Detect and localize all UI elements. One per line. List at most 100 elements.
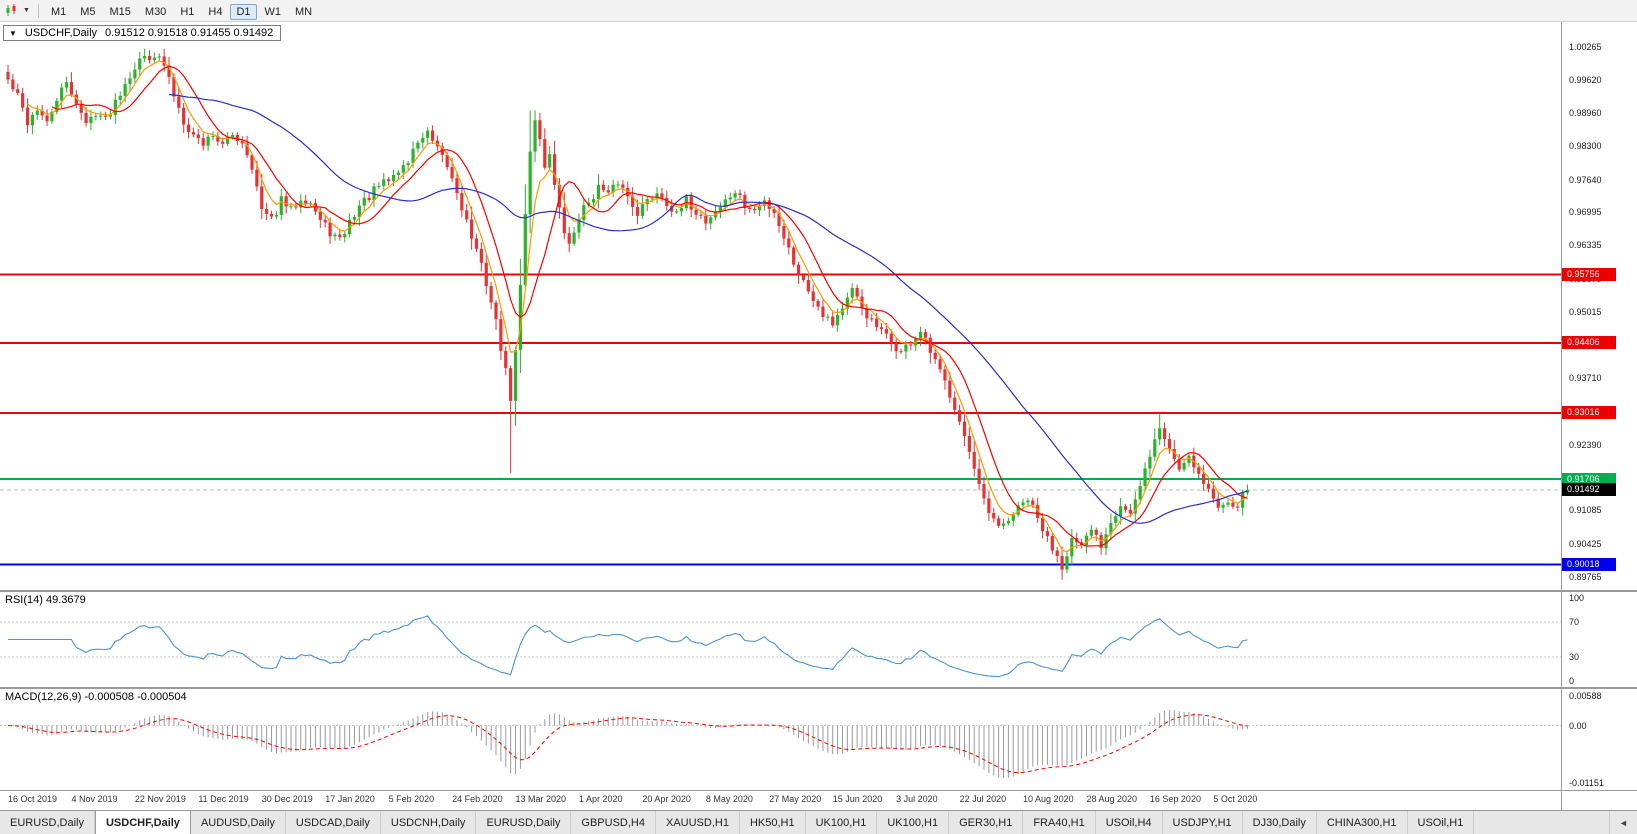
rsi-canvas[interactable]: [0, 592, 1561, 687]
chart-tab-bar: EURUSD,Daily USDCHF,Daily AUDUSD,Daily USDC…: [0, 810, 1637, 834]
toolbar-separator: [37, 3, 39, 18]
macd-axis-label: 0.00: [1569, 720, 1587, 731]
timeframe-button-mn[interactable]: MN: [295, 5, 313, 18]
sma-34-line: [168, 93, 1248, 524]
chart-tab-usdcad-daily[interactable]: USDCAD,Daily: [285, 811, 381, 834]
timeframe-button-m5[interactable]: M5: [80, 5, 96, 18]
price-axis-label: 0.93710: [1569, 372, 1602, 383]
rsi-label: RSI(14) 49.3679: [5, 594, 86, 606]
rsi-axis-label: 100: [1569, 593, 1585, 603]
chart-tab-xauusd-h1[interactable]: XAUUSD,H1: [655, 811, 740, 834]
time-axis-label: 22 Nov 2019: [134, 794, 186, 804]
price-tag-0.93016: 0.93016: [1562, 406, 1616, 420]
price-tag-0.90018: 0.90018: [1562, 557, 1616, 571]
chart-tab-uk100-h1[interactable]: UK100,H1: [805, 811, 878, 834]
macd-label: MACD(12,26,9) -0.000508 -0.000504: [5, 691, 187, 703]
time-axis-label: 24 Feb 2020: [452, 794, 503, 804]
time-axis-row: 16 Oct 2019 4 Nov 2019 22 Nov 2019 11 Dec 2…: [0, 790, 1637, 810]
macd-signal-line: [7, 714, 1248, 774]
price-axis-label: 0.97640: [1569, 174, 1602, 185]
axis-corner: [1561, 791, 1637, 810]
rsi-pane: RSI(14) 49.3679 100 70 30 0: [0, 590, 1637, 687]
time-axis-label: 22 Jul 2020: [959, 794, 1007, 804]
tab-scroll-left-button[interactable]: ◄: [1609, 811, 1637, 834]
time-axis-label: 5 Feb 2020: [388, 794, 435, 804]
chart-tab-usoil-h4[interactable]: USOil,H4: [1095, 811, 1163, 834]
time-axis-label: 8 May 2020: [705, 794, 753, 804]
timeframe-buttons-group: M1 M5 M15 M30 H1 H4 D1 W1 MN: [44, 2, 319, 20]
price-axis-label: 0.98300: [1569, 141, 1602, 152]
chart-type-dropdown-icon[interactable]: ▼: [23, 7, 30, 14]
time-axis-label: 5 Oct 2020: [1213, 794, 1258, 804]
rsi-axis-label: 70: [1569, 617, 1580, 628]
chart-tab-usdcnh-daily[interactable]: USDCNH,Daily: [380, 811, 477, 834]
timeframe-button-h4[interactable]: H4: [208, 5, 223, 18]
time-axis-label: 4 Nov 2019: [71, 794, 118, 804]
sma-10-line: [51, 65, 1248, 547]
chart-title-ohlc: 0.91512 0.91518 0.91455 0.91492: [105, 27, 274, 39]
timeframe-button-d1[interactable]: D1: [230, 3, 257, 20]
macd-axis[interactable]: 0.00588 0.00 -0.01151: [1561, 689, 1637, 790]
time-axis-label: 1 Apr 2020: [578, 794, 623, 804]
price-axis-label: 0.95015: [1569, 307, 1602, 318]
price-axis-label: 0.89765: [1569, 572, 1602, 583]
time-axis-label: 16 Oct 2019: [8, 794, 58, 804]
price-tag-0.91492: 0.91492: [1562, 483, 1616, 497]
time-axis-label: 16 Sep 2020: [1149, 794, 1201, 804]
price-axis-label: 0.96995: [1569, 207, 1602, 218]
timeframe-button-m15[interactable]: M15: [109, 5, 131, 18]
price-tag-0.94406: 0.94406: [1562, 336, 1616, 350]
price-chart-canvas[interactable]: [0, 22, 1561, 590]
collapse-icon[interactable]: ▼: [9, 28, 17, 38]
time-axis-label: 13 Mar 2020: [515, 794, 567, 804]
macd-plot[interactable]: MACD(12,26,9) -0.000508 -0.000504: [0, 689, 1561, 790]
macd-axis-label: 0.00588: [1569, 691, 1602, 701]
chart-tab-gbpusd-h4[interactable]: GBPUSD,H4: [571, 811, 656, 834]
timeframe-button-h1[interactable]: H1: [180, 5, 195, 18]
main-chart-pane: ▼ USDCHF,Daily 0.91512 0.91518 0.91455 0…: [0, 22, 1637, 590]
chart-tab-dj30-daily[interactable]: DJ30,Daily: [1242, 811, 1317, 834]
price-axis-label: 0.98960: [1569, 107, 1602, 118]
chart-tab-fra40-h1[interactable]: FRA40,H1: [1023, 811, 1096, 834]
chart-tab-usdjpy-h1[interactable]: USDJPY,H1: [1162, 811, 1243, 834]
candlestick-chart-icon[interactable]: [4, 3, 19, 18]
time-axis[interactable]: 16 Oct 2019 4 Nov 2019 22 Nov 2019 11 Dec 2…: [0, 791, 1561, 810]
price-axis-label: 0.92390: [1569, 439, 1602, 450]
chart-tab-hk50-h1[interactable]: HK50,H1: [739, 811, 806, 834]
chart-tab-eurusd-daily[interactable]: EURUSD,Daily: [476, 811, 572, 834]
rsi-axis-label: 0: [1569, 676, 1575, 686]
price-tag-0.91706: 0.91706: [1562, 472, 1616, 486]
chart-tab-uk100-h1[interactable]: UK100,H1: [877, 811, 950, 834]
time-axis-label: 27 May 2020: [769, 794, 822, 804]
price-chart-plot[interactable]: ▼ USDCHF,Daily 0.91512 0.91518 0.91455 0…: [0, 22, 1561, 590]
timeframe-button-m30[interactable]: M30: [144, 5, 167, 18]
price-axis[interactable]: 1.00265 0.99620 0.98960 0.98300 0.97640 0.969…: [1561, 22, 1637, 590]
time-axis-label: 17 Jan 2020: [325, 794, 375, 804]
time-axis-label: 20 Apr 2020: [642, 794, 691, 804]
timeframe-toolbar: ▼ M1 M5 M15 M30 H1 H4 D1 W1 MN: [0, 0, 1637, 22]
time-axis-label: 15 Jun 2020: [832, 794, 883, 804]
time-axis-label: 30 Dec 2019: [261, 794, 313, 804]
macd-pane: MACD(12,26,9) -0.000508 -0.000504 0.0058…: [0, 687, 1637, 790]
rsi-axis[interactable]: 100 70 30 0: [1561, 592, 1637, 687]
chart-tab-usoil-h1[interactable]: USOil,H1: [1407, 811, 1475, 834]
price-axis-label: 0.91085: [1569, 505, 1602, 516]
chart-tab-audusd-daily[interactable]: AUDUSD,Daily: [190, 811, 286, 834]
chart-tab-eurusd-daily[interactable]: EURUSD,Daily: [0, 811, 95, 834]
timeframe-button-m1[interactable]: M1: [50, 5, 67, 18]
timeframe-button-w1[interactable]: W1: [264, 5, 282, 18]
time-axis-label: 3 Jul 2020: [896, 794, 938, 804]
macd-canvas[interactable]: [0, 689, 1561, 790]
chart-tab-ger30-h1[interactable]: GER30,H1: [949, 811, 1024, 834]
time-axis-label: 28 Aug 2020: [1086, 794, 1138, 804]
time-axis-label: 11 Dec 2019: [198, 794, 249, 804]
price-axis-label: 0.96335: [1569, 240, 1602, 251]
chart-tab-china300-h1[interactable]: CHINA300,H1: [1316, 811, 1408, 834]
price-axis-label: 0.99620: [1569, 74, 1602, 85]
chart-tab-usdchf-daily[interactable]: USDCHF,Daily: [94, 811, 191, 834]
rsi-line: [8, 615, 1248, 678]
rsi-plot[interactable]: RSI(14) 49.3679: [0, 592, 1561, 687]
chart-title-symbol: USDCHF,Daily: [24, 27, 98, 39]
time-axis-label: 10 Aug 2020: [1023, 794, 1074, 804]
